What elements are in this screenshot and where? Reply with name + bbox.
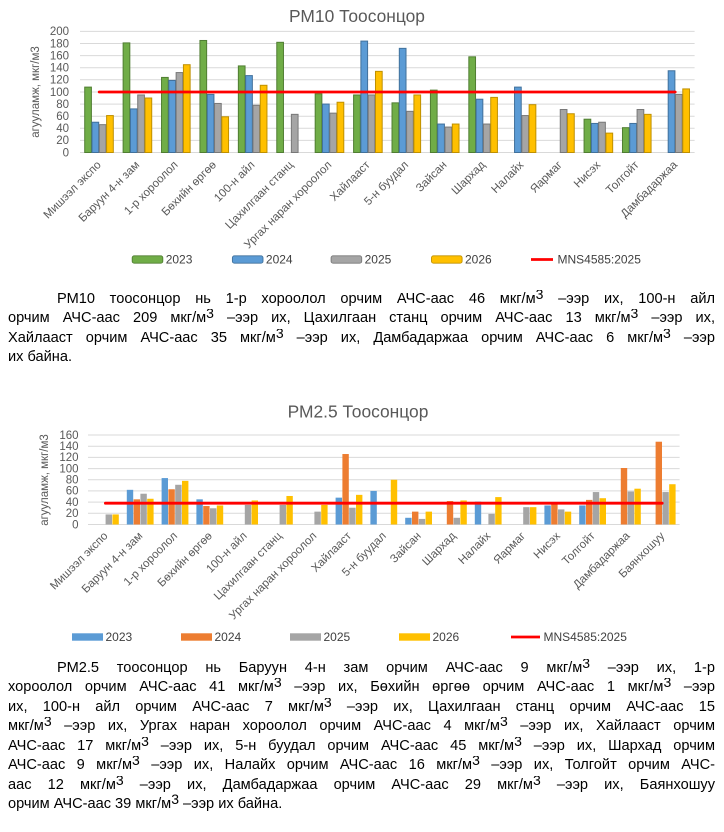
svg-text:агууламж, мкг/м3: агууламж, мкг/м3 xyxy=(30,46,42,138)
svg-text:Яармаг: Яармаг xyxy=(492,530,528,566)
svg-text:Баруун 4-н зам: Баруун 4-н зам xyxy=(80,530,146,596)
svg-text:Шархад: Шархад xyxy=(450,159,488,197)
svg-text:Нисэх: Нисэх xyxy=(532,530,563,561)
svg-text:Яармаг: Яармаг xyxy=(528,159,564,195)
svg-text:Шархад: Шархад xyxy=(420,530,458,568)
svg-text:2023: 2023 xyxy=(166,253,193,267)
svg-text:2023: 2023 xyxy=(106,630,133,644)
svg-text:Налайх: Налайх xyxy=(490,159,527,196)
svg-text:20: 20 xyxy=(66,508,79,520)
svg-text:Налайх: Налайх xyxy=(457,530,494,567)
svg-text:120: 120 xyxy=(59,452,78,464)
svg-text:2026: 2026 xyxy=(465,253,492,267)
svg-text:РМ10 Тоосонцор: РМ10 Тоосонцор xyxy=(289,6,425,26)
svg-text:60: 60 xyxy=(56,111,69,123)
svg-text:Толгойт: Толгойт xyxy=(604,159,642,197)
svg-text:Цахилгаан станц: Цахилгаан станц xyxy=(223,159,296,232)
svg-text:MNS4585:2025: MNS4585:2025 xyxy=(544,630,628,644)
svg-text:180: 180 xyxy=(50,38,69,50)
svg-text:2024: 2024 xyxy=(215,630,242,644)
svg-text:агууламж, мкг/м3: агууламж, мкг/м3 xyxy=(39,434,51,526)
svg-text:80: 80 xyxy=(56,99,69,111)
svg-text:Зайсан: Зайсан xyxy=(414,159,450,195)
svg-text:100: 100 xyxy=(50,87,69,99)
svg-text:РМ2.5 Тоосонцор: РМ2.5 Тоосонцор xyxy=(288,401,429,421)
svg-text:2026: 2026 xyxy=(433,630,460,644)
svg-text:40: 40 xyxy=(56,123,69,135)
svg-text:Нисэх: Нисэх xyxy=(572,159,603,190)
svg-text:160: 160 xyxy=(50,50,69,62)
svg-text:100: 100 xyxy=(59,463,78,475)
svg-text:120: 120 xyxy=(50,75,69,87)
svg-text:140: 140 xyxy=(50,63,69,75)
svg-text:140: 140 xyxy=(59,441,78,453)
svg-text:0: 0 xyxy=(72,519,78,531)
svg-text:60: 60 xyxy=(66,486,79,498)
svg-text:2025: 2025 xyxy=(365,253,392,267)
svg-text:160: 160 xyxy=(59,430,78,442)
svg-text:0: 0 xyxy=(63,147,69,159)
svg-text:2024: 2024 xyxy=(266,253,293,267)
svg-text:Зайсан: Зайсан xyxy=(388,530,424,566)
svg-text:200: 200 xyxy=(50,26,69,38)
svg-text:20: 20 xyxy=(56,135,69,147)
svg-text:40: 40 xyxy=(66,497,79,509)
svg-text:Мишээл экспо: Мишээл экспо xyxy=(48,530,110,592)
svg-text:MNS4585:2025: MNS4585:2025 xyxy=(558,253,642,267)
svg-text:2025: 2025 xyxy=(324,630,351,644)
svg-text:80: 80 xyxy=(66,475,79,487)
